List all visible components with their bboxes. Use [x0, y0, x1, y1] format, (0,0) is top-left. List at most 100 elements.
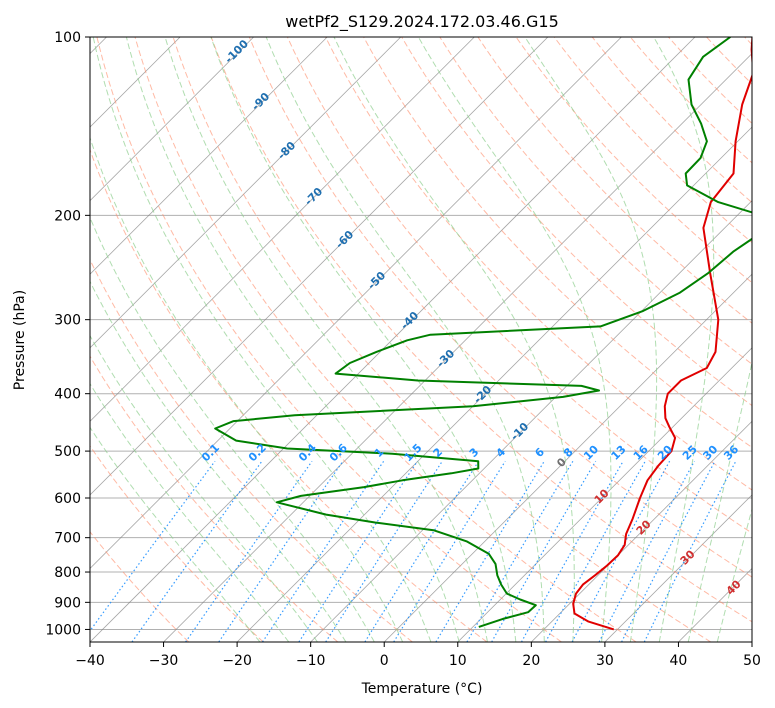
y-tick-label: 800: [54, 565, 81, 581]
isotherm-line: [90, 37, 622, 570]
dry-adiabat-label: 10: [592, 486, 612, 506]
moist-adiabat-line: [524, 37, 658, 642]
mixing-ratio-label: 36: [721, 442, 741, 462]
dry-adiabat-label: -50: [365, 269, 388, 292]
dry-adiabat-line: [90, 445, 264, 642]
isotherm-line: [163, 52, 752, 642]
mixing-ratio-line: [261, 460, 385, 642]
x-tick-label: 10: [449, 653, 467, 669]
x-tick-label: 0: [380, 653, 389, 669]
y-tick-label: 1000: [45, 622, 81, 638]
dry-adiabat-label: -10: [508, 420, 531, 443]
dry-adiabat-line: [248, 37, 752, 578]
y-tick-label: 200: [54, 208, 81, 224]
plot-area: 0.1 0.2 0.4 0.6 1 1.5 2 3 4 6 8 10 13 16 20 25 30 36-100-…: [89, 36, 753, 643]
isotherm-line: [457, 347, 752, 642]
mixing-ratio-label: 1.5: [402, 441, 425, 464]
plot-frame: [89, 36, 753, 643]
x-axis: −40 −30 −20 −10 0 10 20 30 40 50: [75, 642, 761, 669]
dry-adiabat-line: [515, 37, 752, 284]
mixing-ratio-line: [131, 460, 263, 642]
mixing-ratio-label: 0.1: [199, 441, 222, 464]
moist-adiabat-line: [687, 360, 752, 642]
mixing-ratio-label: 4: [494, 445, 509, 460]
mixing-ratio-line: [185, 460, 313, 642]
mixing-ratio-label: 8: [561, 445, 576, 460]
dry-adiabat-line: [286, 37, 752, 534]
moist-adiabat-line: [125, 37, 460, 642]
dry-adiabat-label: 40: [724, 577, 744, 597]
moist-adiabat-line: [653, 37, 715, 642]
x-tick-label: 20: [522, 653, 540, 669]
dry-adiabat-line: [90, 148, 488, 642]
mixing-ratio-line: [90, 460, 216, 632]
mixing-ratio-label: 10: [581, 442, 601, 462]
dry-adiabat-label: -90: [249, 90, 272, 113]
x-axis-title: Temperature (°C): [361, 681, 483, 697]
isotherm-line: [90, 37, 402, 349]
y-tick-label: 500: [54, 444, 81, 460]
isotherm-line: [383, 273, 752, 642]
mixing-ratio-label: 16: [631, 442, 651, 462]
isotherm-line: [90, 37, 254, 202]
moist-adiabat-line: [417, 37, 612, 642]
x-tick-label: 40: [670, 653, 688, 669]
mixing-ratio-line: [435, 460, 545, 642]
mixing-ratio-line: [571, 460, 671, 642]
mixing-ratio-label: 3: [467, 445, 482, 460]
dry-adiabat-line: [439, 37, 752, 365]
y-tick-label: 900: [54, 595, 81, 611]
isotherm-line: [90, 37, 549, 496]
dry-adiabat-label: -70: [302, 185, 325, 208]
y-tick-label: 600: [54, 491, 81, 507]
moist-adiabat-line: [90, 280, 347, 642]
isotherm-line: [751, 641, 752, 642]
x-tick-label: −30: [149, 653, 179, 669]
temperature-line: [572, 37, 752, 631]
moist-adiabat-line: [210, 37, 517, 642]
mixing-ratio-line: [298, 460, 418, 642]
dry-adiabat-line: [90, 258, 413, 642]
plot-content: 0.1 0.2 0.4 0.6 1 1.5 2 3 4 6 8 10 13 16 20 25 30 36-100-…: [90, 37, 752, 642]
y-tick-label: 100: [54, 30, 81, 46]
x-tick-label: −20: [222, 653, 252, 669]
y-axis-title: Pressure (hPa): [12, 290, 28, 390]
dry-adiabat-label: -100: [222, 37, 251, 66]
dry-adiabat-line: [134, 37, 637, 642]
isotherm-line: [604, 494, 752, 642]
moist-adiabat-line: [265, 37, 545, 642]
mixing-ratio-label: 13: [609, 443, 629, 463]
dry-adiabat-line: [90, 355, 339, 642]
isotherm-line: [90, 37, 475, 422]
moist-adiabat-line: [90, 382, 290, 642]
dry-adiabat-line: [172, 37, 712, 642]
isotherm-line: [236, 126, 752, 642]
mixing-ratio-label: 1: [372, 445, 387, 460]
dry-adiabat-line: [477, 37, 752, 324]
y-tick-label: 300: [54, 313, 81, 329]
x-tick-label: 50: [743, 653, 761, 669]
chart-title: wetPf2_S129.2024.172.03.46.G15: [285, 12, 559, 32]
dry-adiabat-line: [325, 37, 752, 491]
mixing-ratio-label: 30: [700, 442, 720, 462]
dry-adiabat-label: -20: [471, 383, 494, 406]
dry-adiabat-line: [90, 531, 190, 642]
mixing-ratio-line: [393, 460, 506, 642]
mixing-ratio-label: 6: [532, 445, 547, 460]
isotherm-line: [531, 420, 752, 642]
moist-adiabat-line: [90, 136, 404, 642]
y-tick-label: 400: [54, 387, 81, 403]
mixing-ratio-line: [643, 460, 737, 642]
moist-adiabat-line: [92, 37, 432, 642]
mixing-ratio-line: [325, 460, 443, 642]
mixing-ratio-label: 0.6: [327, 441, 350, 464]
dry-adiabat-label: -60: [333, 228, 356, 251]
isotherm-line: [678, 567, 752, 642]
dry-adiabat-line: [744, 37, 752, 46]
mixing-ratio-line: [520, 460, 624, 642]
mixing-ratio-line: [621, 460, 716, 642]
x-tick-label: −40: [75, 653, 105, 669]
dewpoint-line: [214, 37, 752, 628]
moist-adiabat-line: [716, 507, 752, 642]
